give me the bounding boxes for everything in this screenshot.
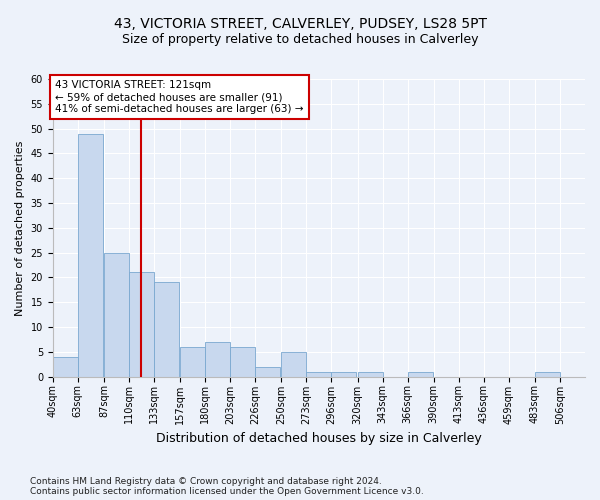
X-axis label: Distribution of detached houses by size in Calverley: Distribution of detached houses by size … (156, 432, 482, 445)
Text: 43 VICTORIA STREET: 121sqm
← 59% of detached houses are smaller (91)
41% of semi: 43 VICTORIA STREET: 121sqm ← 59% of deta… (55, 80, 304, 114)
Bar (331, 372, 356, 376)
Text: Contains HM Land Registry data © Crown copyright and database right 2024.: Contains HM Land Registry data © Crown c… (30, 478, 382, 486)
Text: Size of property relative to detached houses in Calverley: Size of property relative to detached ho… (122, 32, 478, 46)
Bar (535, 372, 560, 376)
Bar (104, 252, 129, 376)
Bar (154, 282, 179, 376)
Bar (53, 357, 78, 376)
Bar (129, 272, 154, 376)
Bar (205, 342, 230, 376)
Bar (230, 347, 255, 376)
Bar (180, 347, 205, 376)
Bar (307, 372, 331, 376)
Text: 43, VICTORIA STREET, CALVERLEY, PUDSEY, LS28 5PT: 43, VICTORIA STREET, CALVERLEY, PUDSEY, … (113, 18, 487, 32)
Bar (255, 366, 280, 376)
Bar (281, 352, 307, 376)
Bar (407, 372, 433, 376)
Y-axis label: Number of detached properties: Number of detached properties (15, 140, 25, 316)
Bar (358, 372, 383, 376)
Text: Contains public sector information licensed under the Open Government Licence v3: Contains public sector information licen… (30, 488, 424, 496)
Bar (78, 134, 103, 376)
